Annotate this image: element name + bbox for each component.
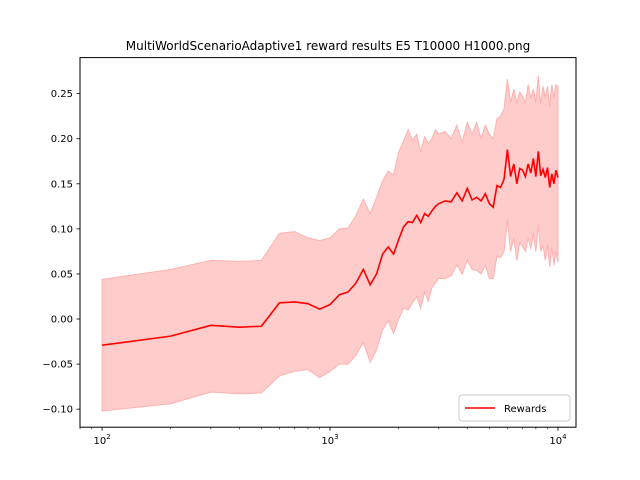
chart-title: MultiWorldScenarioAdaptive1 reward resul… xyxy=(126,39,530,53)
plot-area xyxy=(101,75,559,412)
legend-box xyxy=(458,394,571,422)
y-tick-label: −0.10 xyxy=(42,405,73,416)
y-tick-label: 0.10 xyxy=(51,224,73,235)
rewards-line xyxy=(101,149,559,346)
x-tick-label: 104 xyxy=(549,433,567,447)
y-tick-label: −0.05 xyxy=(42,360,73,371)
x-axis: 102 103 104 xyxy=(79,427,567,447)
confidence-band xyxy=(101,75,559,412)
y-tick-label: 0.20 xyxy=(51,134,73,145)
y-axis: −0.10 −0.05 0.00 0.05 0.10 0.15 0.20 0.25 xyxy=(42,89,80,416)
x-tick-label: 103 xyxy=(321,433,338,447)
x-tick-label: 102 xyxy=(93,433,110,447)
legend-label-rewards: Rewards xyxy=(504,404,546,415)
legend: Rewards xyxy=(458,394,571,422)
y-tick-label: 0.00 xyxy=(51,315,73,326)
y-tick-label: 0.25 xyxy=(51,89,73,100)
y-tick-label: 0.15 xyxy=(51,179,73,190)
y-tick-label: 0.05 xyxy=(51,269,73,280)
axes-frame xyxy=(79,57,577,428)
